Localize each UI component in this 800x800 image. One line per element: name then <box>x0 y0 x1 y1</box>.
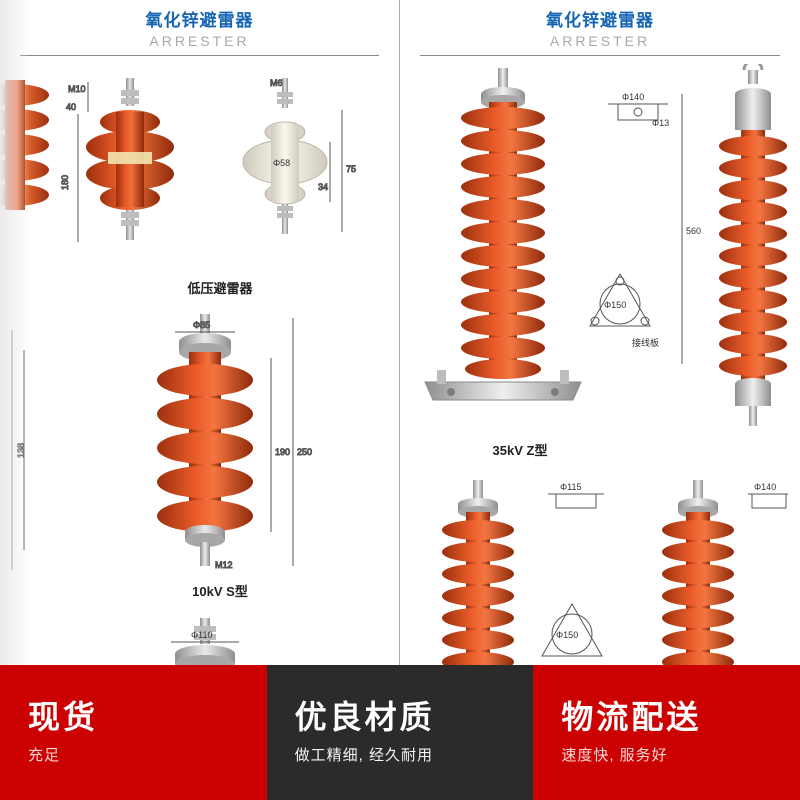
dim-phi13: Φ13 <box>652 118 669 128</box>
dim-phi140: Φ140 <box>622 92 644 102</box>
header-rule-r <box>420 55 780 56</box>
low-voltage-arrester-drawing: M10 40 180 <box>60 72 380 272</box>
badge-logistics-sub: 速度快, 服务好 <box>561 744 800 765</box>
badge-quality-title: 优良材质 <box>295 700 534 735</box>
cell-66kv-partial: Φ115 Φ150 <box>408 476 792 676</box>
cell-35kv-z: Φ140 Φ13 560 Φ150 接线板 <box>408 64 792 459</box>
dim-phi140b: Φ140 <box>754 482 776 492</box>
promo-badge-bar: 现货 充足 优良材质 做工精细, 经久耐用 物流配送 速度快, 服务好 <box>0 665 800 800</box>
35kv-z-arrester-drawing: Φ140 Φ13 560 Φ150 接线板 <box>408 64 792 434</box>
column-right-header: 氧化锌避雷器 ARRESTER <box>400 6 800 56</box>
cell-low-voltage: M10 40 180 <box>60 72 380 297</box>
dim-M12: M12 <box>215 560 233 570</box>
caption-35kv-z: 35kV Z型 <box>248 440 792 459</box>
dim-34: 34 <box>318 182 328 192</box>
66kv-partial-drawing: Φ115 Φ150 <box>408 476 792 676</box>
dim-phi150b: Φ150 <box>556 630 578 640</box>
badge-stock-title: 现货 <box>28 700 267 735</box>
dim-180: 180 <box>60 175 70 190</box>
badge-stock-sub: 充足 <box>28 744 267 765</box>
dim-phi110: Φ110 <box>191 630 213 640</box>
header-cn: 氧化锌避雷器 <box>0 6 399 31</box>
dim-phi85: Φ85 <box>193 320 210 330</box>
header-rule <box>20 55 379 56</box>
badge-logistics-title: 物流配送 <box>561 700 800 735</box>
header-en-r: ARRESTER <box>400 33 800 49</box>
column-left-header: 氧化锌避雷器 ARRESTER <box>0 6 399 56</box>
badge-quality: 优良材质 做工精细, 经久耐用 <box>267 665 534 800</box>
caption-low-voltage: 低压避雷器 <box>60 278 380 297</box>
dim-560: 560 <box>686 226 701 236</box>
dim-baselabel: 接线板 <box>632 337 659 348</box>
dim-40: 40 <box>66 102 76 112</box>
dim-75: 75 <box>346 164 356 174</box>
dim-M6: M6 <box>270 78 283 88</box>
badge-quality-sub: 做工精细, 经久耐用 <box>295 744 534 765</box>
dim-M10: M10 <box>68 84 86 94</box>
badge-logistics: 物流配送 速度快, 服务好 <box>533 665 800 800</box>
header-en: ARRESTER <box>0 33 399 49</box>
left-crop-fade <box>0 0 30 665</box>
dim-phi150: Φ150 <box>604 300 626 310</box>
dim-phi58: Φ58 <box>273 158 290 168</box>
badge-stock: 现货 充足 <box>0 665 267 800</box>
dim-phi115: Φ115 <box>560 482 582 492</box>
header-cn-r: 氧化锌避雷器 <box>400 6 800 31</box>
caption-10kv-s: 10kV S型 <box>95 581 345 600</box>
